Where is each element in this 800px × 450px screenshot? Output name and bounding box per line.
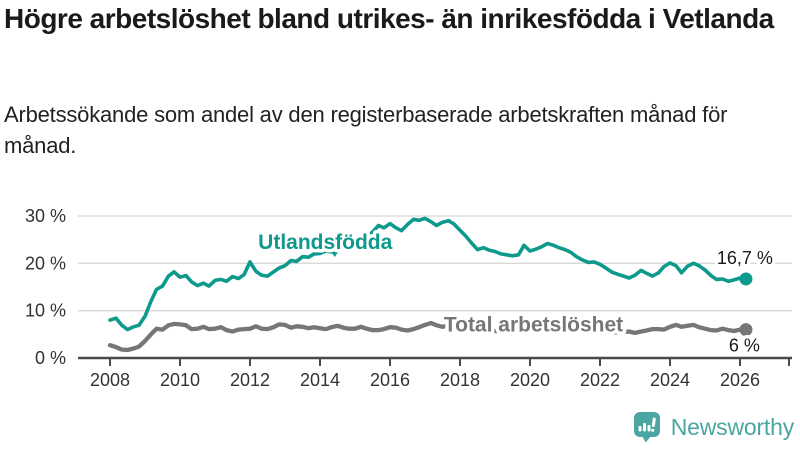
x-tick-label: 2012 [230,370,270,390]
series-line-foreign-born [108,216,748,332]
x-tick-label: 2010 [160,370,200,390]
y-tick-label: 30 % [25,206,66,226]
chart-subtitle: Arbetssökande som andel av den registerb… [4,102,728,158]
series-line-total [107,320,749,353]
series-label-arrow-icon [330,250,340,258]
newsworthy-logo: Newsworthy [633,411,794,443]
series-label: Total arbetslöshet [444,313,623,336]
x-tick-label: 2014 [300,370,340,390]
y-tick-label: 0 % [35,348,66,368]
x-tick-label: 2022 [580,370,620,390]
newsworthy-bubble-chart-icon [633,412,660,443]
x-tick-label: 2016 [370,370,410,390]
newsworthy-logo-text: Newsworthy [670,413,794,440]
x-tick-label: 2026 [720,370,760,390]
series-end-dot [739,323,753,337]
series-end-value: 16,7 % [717,248,773,268]
chart-title: Högre arbetslöshet bland utrikes- än inr… [4,3,774,34]
series-end-value: 6 % [729,336,760,356]
x-tick-label: 2008 [90,370,130,390]
x-tick-label: 2020 [510,370,550,390]
y-tick-label: 20 % [25,253,66,273]
series-end-dot [739,272,753,286]
x-tick-label: 2018 [440,370,480,390]
x-tick-label: 2024 [650,370,690,390]
y-tick-label: 10 % [25,301,66,321]
series-label: Utlandsfödda [258,231,392,254]
